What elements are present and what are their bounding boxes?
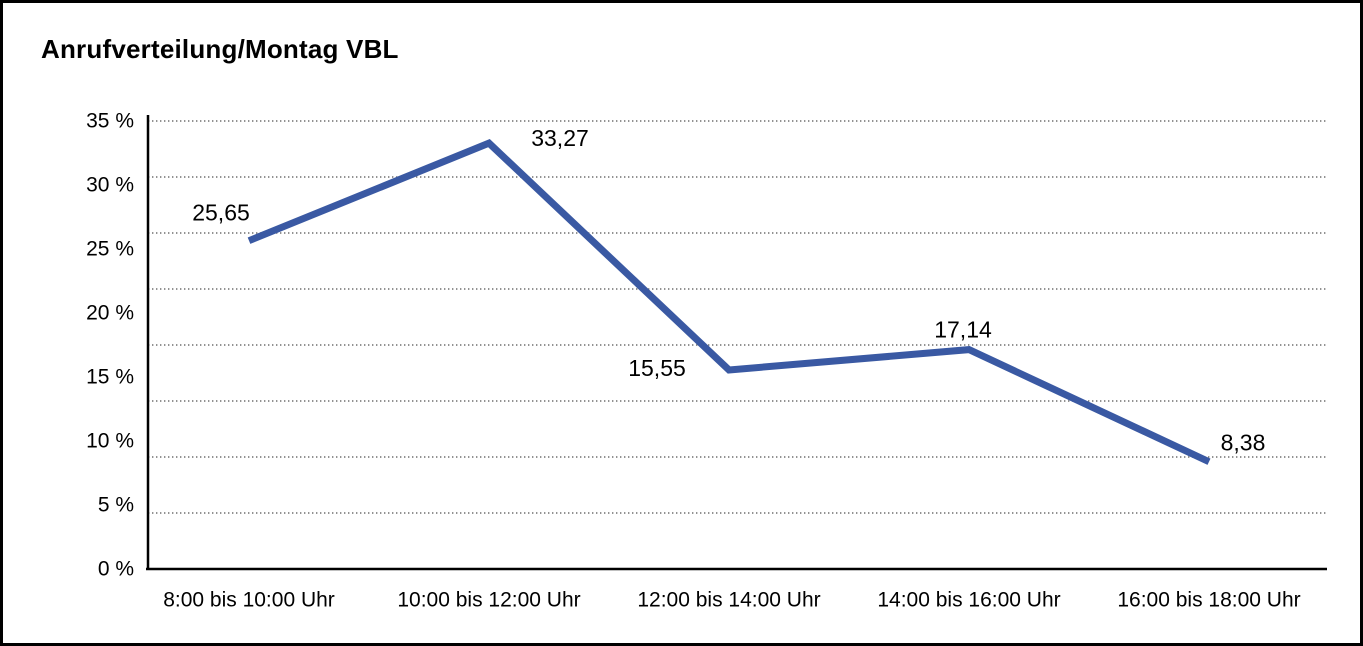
y-tick-label: 25 % — [86, 238, 134, 261]
y-tick-label: 35 % — [86, 110, 134, 133]
x-category-label: 16:00 bis 18:00 Uhr — [1117, 589, 1300, 612]
y-tick-label: 5 % — [98, 494, 134, 517]
y-tick-label: 0 % — [98, 558, 134, 581]
data-point-label: 25,65 — [192, 200, 250, 226]
x-category-label: 14:00 bis 16:00 Uhr — [877, 589, 1060, 612]
y-tick-label: 10 % — [86, 430, 134, 453]
line-chart: 35 % 30 % 25 % 20 % 15 % 10 % 5 % 0 % 8:00 bis 1… — [86, 110, 1327, 612]
y-tick-label: 30 % — [86, 174, 134, 197]
data-point-label: 33,27 — [531, 125, 589, 151]
x-category-label: 12:00 bis 14:00 Uhr — [637, 589, 820, 612]
y-tick-label: 20 % — [86, 302, 134, 325]
data-point-label: 15,55 — [628, 355, 686, 381]
data-point-label: 8,38 — [1221, 430, 1266, 456]
x-category-label: 10:00 bis 12:00 Uhr — [397, 589, 580, 612]
data-point-label: 17,14 — [934, 317, 992, 343]
x-category-label: 8:00 bis 10:00 Uhr — [163, 589, 335, 612]
chart-title: Anrufverteilung/Montag VBL — [41, 34, 399, 64]
y-tick-label: 15 % — [86, 366, 134, 389]
data-series-line — [247, 139, 1211, 465]
